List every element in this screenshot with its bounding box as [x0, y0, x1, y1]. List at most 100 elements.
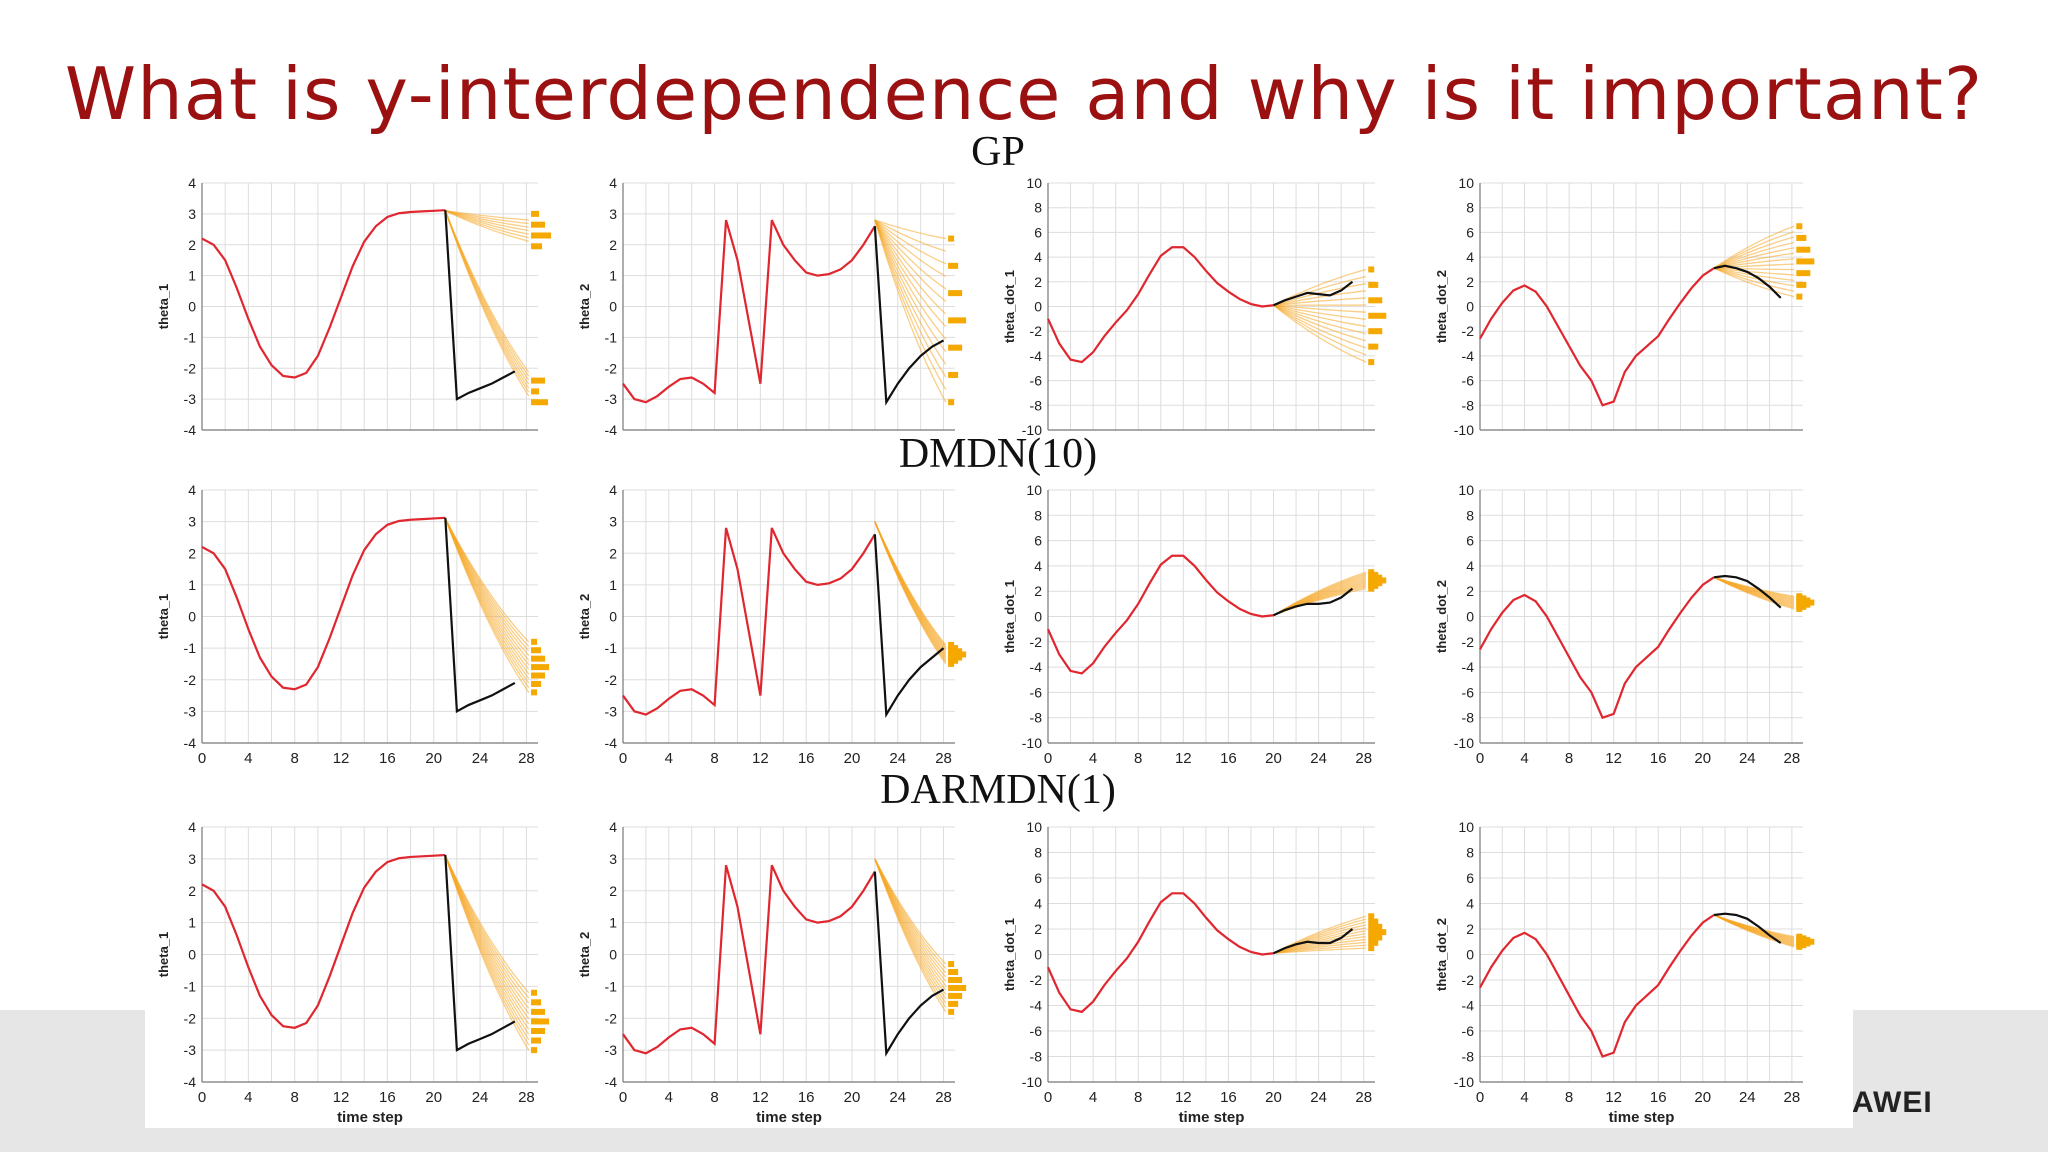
- forecast-sample-line: [874, 521, 947, 646]
- y-tick-label: -6: [1462, 1023, 1475, 1039]
- forecast-sample-line: [874, 219, 947, 277]
- x-tick-label: 24: [472, 750, 489, 767]
- forecast-sample-line: [1713, 267, 1795, 287]
- histogram-bar: [1796, 281, 1807, 288]
- histogram-bar: [531, 655, 546, 662]
- x-tick-label: 20: [425, 1089, 442, 1106]
- ground-truth-line: [1273, 280, 1354, 307]
- y-tick-label: 4: [609, 175, 617, 191]
- x-tick-label: 28: [1355, 1089, 1372, 1106]
- histogram-bar: [1368, 929, 1387, 936]
- y-tick-label: -4: [184, 735, 197, 751]
- y-tick-label: 2: [1466, 921, 1474, 937]
- forecast-sample-line: [1273, 571, 1367, 616]
- x-tick-label: 4: [665, 750, 673, 767]
- x-tick-label: 20: [1694, 1089, 1711, 1106]
- y-tick-label: 3: [188, 514, 196, 530]
- forecast-sample-line: [444, 210, 530, 377]
- y-tick-label: 8: [1466, 200, 1474, 216]
- forecast-sample-line: [1273, 283, 1367, 306]
- x-axis-label: time step: [1179, 1109, 1245, 1126]
- y-tick-label: -10: [1454, 422, 1474, 438]
- y-tick-label: -4: [1462, 998, 1475, 1014]
- histogram-bar: [531, 638, 538, 645]
- row-title-dmdn: DMDN(10): [898, 431, 1098, 477]
- y-tick-label: -2: [184, 1010, 197, 1026]
- x-tick-label: 12: [333, 750, 350, 767]
- y-tick-label: 10: [1458, 175, 1474, 191]
- x-tick-label: 20: [844, 1089, 861, 1106]
- x-tick-label: 0: [198, 750, 206, 767]
- histogram-bar: [948, 262, 959, 269]
- ground-truth-line: [444, 517, 516, 714]
- x-tick-label: 8: [1565, 750, 1573, 767]
- ground-truth-line: [1713, 912, 1782, 944]
- ground-truth-line: [1273, 928, 1354, 955]
- history-line: [1479, 267, 1715, 407]
- x-tick-label: 16: [379, 1089, 396, 1106]
- y-tick-label: -10: [1022, 422, 1042, 438]
- x-tick-label: 8: [1134, 750, 1142, 767]
- histogram-bar: [1796, 258, 1815, 265]
- x-tick-label: 8: [291, 1089, 299, 1106]
- x-tick-label: 20: [1265, 1089, 1282, 1106]
- x-tick-label: 8: [710, 1089, 718, 1106]
- y-tick-label: 0: [1034, 299, 1042, 315]
- y-tick-label: -2: [605, 1010, 618, 1026]
- x-tick-label: 28: [935, 1089, 952, 1106]
- y-tick-label: 6: [1034, 870, 1042, 886]
- histogram-bar: [531, 210, 540, 217]
- histogram-bar: [948, 344, 963, 351]
- histogram-bar: [948, 371, 959, 378]
- forecast-sample-line: [874, 219, 947, 353]
- y-tick-label: -2: [1462, 323, 1475, 339]
- x-tick-label: 16: [1650, 750, 1667, 767]
- chart-1-theta_dot_1: 10 8 6 4 2 0 -2 -4 -6 -8 -10 theta_dot_1: [1002, 175, 1387, 438]
- history-line: [622, 219, 876, 404]
- y-tick-label: -2: [1462, 972, 1475, 988]
- y-tick-label: -10: [1454, 735, 1474, 751]
- y-tick-label: 6: [1034, 533, 1042, 549]
- history-line: [1046, 246, 1274, 364]
- y-tick-label: -1: [184, 329, 197, 345]
- y-axis-label: theta_dot_2: [1434, 270, 1449, 343]
- x-tick-label: 24: [1310, 1089, 1327, 1106]
- forecast-sample-line: [874, 521, 947, 648]
- y-axis-label: theta_dot_1: [1002, 918, 1017, 991]
- forecast-sample-line: [444, 855, 530, 1009]
- y-tick-label: -3: [184, 703, 197, 719]
- histogram-bar: [948, 654, 963, 661]
- histogram-bar: [531, 664, 550, 671]
- y-tick-label: -6: [1030, 1023, 1043, 1039]
- y-tick-label: 1: [609, 915, 617, 931]
- y-tick-label: 8: [1034, 845, 1042, 861]
- y-tick-label: -4: [1462, 348, 1475, 364]
- forecast-sample-line: [1273, 304, 1367, 320]
- y-tick-label: -6: [1030, 684, 1043, 700]
- histogram-bar: [948, 651, 967, 658]
- y-axis-label: theta_2: [577, 594, 592, 640]
- y-tick-label: 2: [1466, 274, 1474, 290]
- y-tick-label: 0: [188, 299, 196, 315]
- y-tick-label: 4: [1034, 558, 1042, 574]
- y-tick-label: -6: [1462, 373, 1475, 389]
- x-tick-label: 0: [1476, 750, 1484, 767]
- y-tick-label: 0: [1466, 947, 1474, 963]
- forecast-sample-line: [874, 219, 947, 340]
- y-tick-label: 0: [609, 299, 617, 315]
- histogram-bar: [1368, 939, 1379, 946]
- forecast-sample-line: [874, 219, 947, 315]
- forecast-sample-line: [874, 219, 947, 265]
- forecast-sample-line: [874, 219, 947, 378]
- forecast-sample-line: [445, 210, 529, 242]
- forecast-sample-line: [1273, 304, 1367, 342]
- forecast-sample-line: [874, 858, 947, 965]
- x-tick-label: 20: [1265, 750, 1282, 767]
- x-tick-label: 28: [1784, 1089, 1801, 1106]
- x-tick-label: 12: [1175, 1089, 1192, 1106]
- forecast-sample-line: [874, 219, 947, 290]
- histogram-bar: [948, 984, 967, 991]
- y-tick-label: 6: [1466, 870, 1474, 886]
